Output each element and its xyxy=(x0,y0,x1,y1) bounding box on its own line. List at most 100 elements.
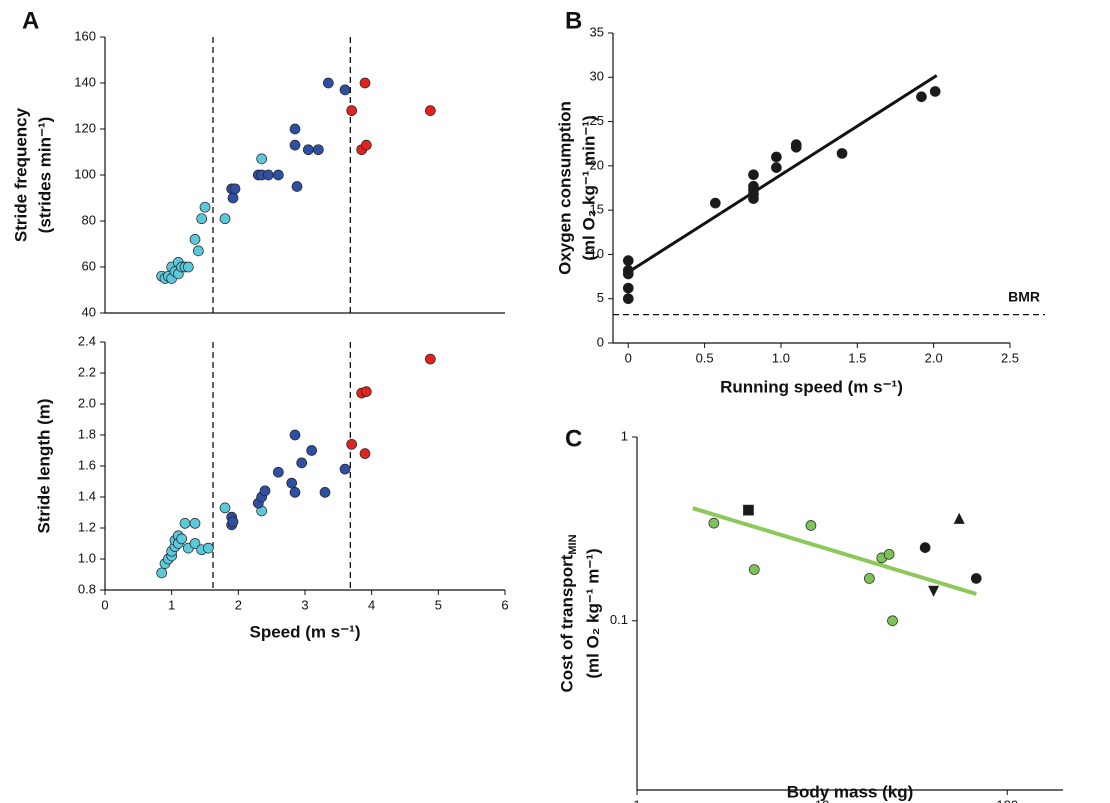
y-tick-label: 20 xyxy=(590,157,604,172)
point xyxy=(192,245,204,257)
y-tick-label: 140 xyxy=(74,74,96,89)
y-tick-label: 1.4 xyxy=(78,488,96,503)
y-tick-label: 160 xyxy=(74,28,96,43)
x-tick-label: 0.5 xyxy=(696,350,714,365)
x-tick-label: 1.5 xyxy=(848,350,866,365)
point xyxy=(291,181,303,192)
point xyxy=(339,84,351,96)
point xyxy=(929,86,941,97)
point xyxy=(359,77,371,89)
panel-label: A xyxy=(22,7,39,34)
point xyxy=(286,477,298,489)
point xyxy=(916,91,927,103)
point xyxy=(360,386,372,397)
point xyxy=(229,183,241,195)
point xyxy=(805,520,817,531)
point xyxy=(346,105,358,116)
point xyxy=(359,448,371,459)
y-tick-label: 120 xyxy=(74,120,96,135)
point xyxy=(771,162,782,173)
y-tick-label: 1.8 xyxy=(78,426,96,441)
point xyxy=(289,429,301,441)
x-axis-label: Speed (m s⁻¹) xyxy=(250,622,361,641)
x-tick-label: 1.0 xyxy=(772,350,790,365)
point xyxy=(339,463,351,475)
x-tick-label: 6 xyxy=(501,597,508,612)
point xyxy=(289,139,301,151)
point xyxy=(272,169,284,181)
y-axis-label: Cost of transportMIN xyxy=(557,534,578,692)
point xyxy=(189,234,201,245)
point xyxy=(748,564,760,575)
point xyxy=(156,567,168,579)
y-tick-label: 40 xyxy=(82,304,96,319)
panel-label: B xyxy=(565,7,582,34)
point xyxy=(319,487,331,498)
y-tick-label: 60 xyxy=(82,258,96,273)
point xyxy=(919,542,931,553)
point xyxy=(622,293,634,305)
point xyxy=(289,487,301,498)
y-tick-label: 10 xyxy=(590,246,604,261)
y-axis-label: (strides min⁻¹) xyxy=(35,117,54,234)
y-tick-label: 0 xyxy=(597,334,604,349)
point xyxy=(622,282,634,294)
point xyxy=(219,213,231,225)
point xyxy=(259,485,271,497)
point xyxy=(883,548,895,560)
y-tick-label: 2.4 xyxy=(78,333,96,348)
point xyxy=(196,213,208,225)
x-tick-label: 2.0 xyxy=(925,350,943,365)
x-tick-label: 100 xyxy=(996,797,1018,803)
point xyxy=(227,516,239,528)
point xyxy=(970,573,982,584)
y-tick-label: 5 xyxy=(597,290,604,305)
point xyxy=(748,180,759,192)
y-tick-label: 1.6 xyxy=(78,457,96,472)
fit-line xyxy=(627,74,938,274)
point xyxy=(189,538,201,549)
point xyxy=(622,255,634,266)
point xyxy=(709,197,721,209)
point xyxy=(346,438,358,450)
point xyxy=(202,542,214,554)
point xyxy=(272,466,284,478)
point xyxy=(296,457,308,469)
point xyxy=(179,517,191,529)
y-tick-label: 2.0 xyxy=(78,395,96,410)
point xyxy=(227,192,239,204)
point xyxy=(790,139,802,150)
y-tick-label: 80 xyxy=(82,212,96,227)
panel-label: C xyxy=(565,425,582,452)
x-axis-label: Running speed (m s⁻¹) xyxy=(720,377,903,396)
point xyxy=(864,573,875,584)
point xyxy=(743,504,754,516)
x-tick-label: 1 xyxy=(168,597,175,612)
point xyxy=(424,353,436,365)
y-tick-label: 100 xyxy=(74,166,96,181)
point xyxy=(322,77,334,89)
point xyxy=(928,585,940,597)
bmr-label: BMR xyxy=(1008,288,1040,304)
point xyxy=(256,153,268,165)
point xyxy=(199,201,211,213)
x-tick-label: 2.5 xyxy=(1001,350,1019,365)
point xyxy=(424,105,436,116)
y-tick-label: 2.2 xyxy=(78,364,96,379)
x-tick-label: 3 xyxy=(301,597,308,612)
y-axis-label: Stride frequency xyxy=(11,107,30,242)
point xyxy=(887,615,898,627)
point xyxy=(360,139,372,151)
x-tick-label: 2 xyxy=(235,597,242,612)
x-tick-label: 0 xyxy=(625,350,632,365)
fit-line xyxy=(692,506,977,596)
point xyxy=(953,512,965,524)
x-tick-label: 0 xyxy=(101,597,108,612)
y-tick-label: 30 xyxy=(590,69,604,84)
point xyxy=(771,151,782,163)
y-tick-label: 1.0 xyxy=(78,550,96,565)
x-axis-label: Body mass (kg) xyxy=(787,782,914,801)
point xyxy=(262,169,274,181)
point xyxy=(176,533,188,545)
